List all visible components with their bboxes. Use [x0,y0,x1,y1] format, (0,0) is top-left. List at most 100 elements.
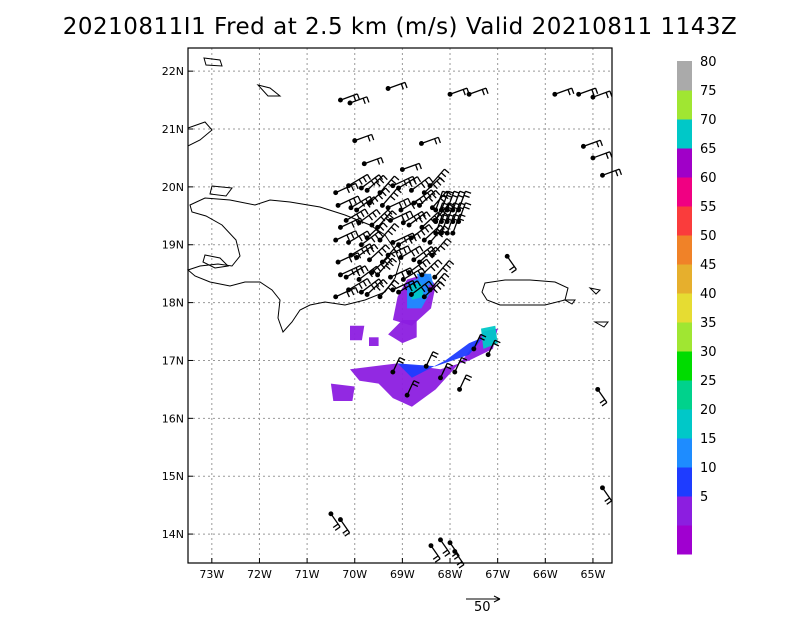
barb-flag [348,256,353,263]
barb-flag [396,188,402,194]
barb-flag [379,282,385,288]
lon-tick-label: 71W [295,568,320,581]
colorbar-swatch [677,467,692,497]
reference-vector-label: 50 [474,600,491,615]
barb-staff [379,175,395,194]
barb-flag [360,267,365,274]
barb-staff [411,224,430,239]
coastlines [187,57,610,333]
barb-staff [431,238,448,256]
barb-flag [446,362,453,367]
barb-flag [393,175,400,181]
barb-flag [388,261,394,267]
coastline-bahamas-1 [203,57,223,67]
barb-staff [345,208,366,221]
barb-flag [346,234,350,241]
barb-staff [354,133,372,142]
barb-flag [465,190,472,194]
lat-tick-label: 15N [162,470,184,483]
barb-flag [375,228,381,235]
barb-flag [431,354,438,359]
barb-flag [385,187,391,193]
barb-flag [403,236,408,243]
colorbar-label: 20 [700,403,717,418]
barb-flag [408,285,413,292]
coastline-puerto-rico [481,279,569,306]
colorbar-label: 50 [700,229,717,244]
barb-staff [506,255,517,270]
barb-staff [411,176,430,191]
barb-flag [369,199,375,205]
barb-flag [390,195,396,201]
barb-flag [440,172,447,178]
barb-staff [348,230,368,243]
lat-tick-label: 21N [162,123,184,136]
barb-flag [370,236,376,243]
barb-flag [420,286,426,293]
colorbar-label: 30 [700,345,717,360]
barb-staff [340,264,361,276]
barb-staff [335,286,356,298]
barb-staff [398,280,418,293]
barb-flag [400,83,404,90]
colorbar-swatch [677,235,692,265]
barb-staff [435,214,444,234]
barb-flag [618,168,623,176]
barb-flag [461,356,468,361]
barb-flag [413,272,418,279]
barb-flag [360,211,365,218]
colorbar-label: 70 [700,113,717,128]
barb-flag [375,285,381,291]
barb-flag [383,212,390,219]
barb-flag [360,201,366,207]
barb-staff [454,357,463,373]
barb-flag [410,250,416,257]
barb-flag [374,234,380,240]
barb-flag [382,279,388,285]
barb-flag [493,342,500,347]
colorbar-swatch [677,206,692,236]
barb-flag [457,217,465,222]
barb-flag [385,244,391,250]
barb-flag [413,380,420,384]
barb-flag [358,283,363,290]
barb-flag [485,87,489,94]
barb-flag [372,212,377,218]
barb-staff [387,245,409,256]
barb-flag [357,195,362,202]
colorbar-label: 5 [700,490,708,505]
barb-flag [372,268,377,275]
barb-flag [344,532,350,537]
barb-flag [594,87,599,94]
barb-flag [371,134,375,141]
barb-staff [421,211,439,228]
lon-tick-label: 73W [199,568,224,581]
barb-staff [371,257,389,273]
barb-flag [393,279,400,285]
barb-flag [382,174,388,181]
colorbar-swatch [677,525,692,555]
lon-tick-label: 70W [342,568,367,581]
barb-flag [362,176,367,183]
barb-staff [435,202,444,222]
lat-tick-label: 16N [162,412,184,425]
lon-tick-label: 69W [390,568,415,581]
barb-flag [403,247,407,254]
barb-flag [348,199,353,206]
barb-flag [478,336,485,341]
barb-flag [437,175,444,181]
wind-barbs [328,81,623,569]
barb-staff [434,260,450,278]
barb-flag [418,264,424,271]
barb-flag [368,214,373,221]
barb-staff [440,214,449,234]
barb-staff [361,174,380,189]
barb-staff [390,210,411,222]
barb-staff [408,211,428,226]
barb-flag [401,214,405,221]
barb-staff [356,243,375,258]
barb-flag [380,157,384,164]
colorbar-label: 60 [700,171,717,186]
colorbar-label: 45 [700,258,717,273]
barb-staff [337,195,359,206]
